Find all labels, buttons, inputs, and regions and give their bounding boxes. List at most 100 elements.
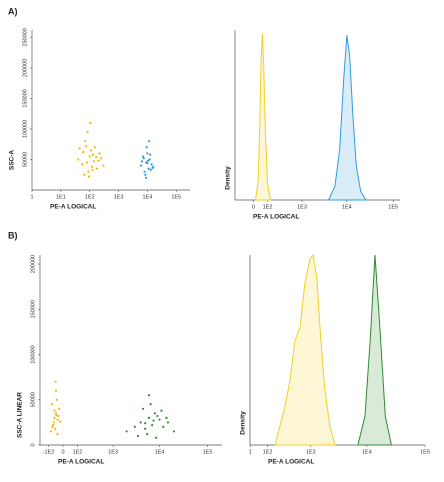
point	[86, 130, 89, 134]
density-curve	[274, 253, 336, 446]
point	[97, 159, 100, 162]
point	[91, 168, 94, 171]
x-axis-label: PE-A LOGICAL	[58, 459, 104, 466]
point	[54, 380, 57, 383]
x-tick-label: 1E3	[108, 449, 118, 455]
point	[151, 166, 154, 170]
point	[144, 173, 147, 176]
point	[53, 409, 56, 412]
y-axis-label: Density	[240, 411, 247, 435]
point	[95, 167, 99, 170]
point	[58, 420, 62, 423]
point	[153, 412, 157, 415]
point	[165, 416, 168, 419]
x-tick-label: 1E5	[388, 204, 398, 210]
x-tick-label: 1E3	[306, 449, 316, 455]
point	[81, 163, 84, 166]
y-tick-label: 50000	[30, 392, 36, 407]
point	[91, 153, 95, 156]
point	[156, 414, 159, 418]
point	[56, 418, 59, 421]
x-tick-label: 1E3	[114, 194, 124, 200]
point	[85, 161, 88, 164]
point	[146, 162, 149, 165]
point	[49, 430, 52, 433]
x-tick-label: 1E4	[155, 449, 165, 455]
y-tick-label: 100000	[30, 345, 36, 363]
point	[142, 157, 145, 160]
point	[144, 422, 147, 425]
x-tick-label: 0	[61, 449, 64, 455]
point	[54, 427, 57, 430]
x-tick-label: 1E5	[420, 449, 430, 455]
point	[58, 407, 61, 410]
x-tick-label: 1E4	[362, 449, 372, 455]
y-tick-label: 100000	[22, 120, 28, 138]
point	[162, 425, 165, 429]
point	[136, 434, 140, 438]
point	[89, 149, 92, 152]
x-tick-label: 1E3	[297, 204, 307, 210]
point	[87, 170, 90, 173]
y-tick-label: 50000	[22, 152, 28, 167]
x-tick-label: 1E2	[73, 449, 83, 455]
point	[158, 418, 161, 421]
x-axis-label: PE-A LOGICAL	[253, 214, 299, 221]
point	[155, 436, 158, 439]
point	[148, 140, 151, 143]
x-axis-label: PE-A LOGICAL	[268, 459, 314, 466]
point	[77, 158, 80, 161]
point	[84, 140, 87, 143]
point	[146, 433, 149, 436]
point	[83, 173, 86, 176]
point	[78, 147, 81, 150]
x-tick-label: 1E2	[85, 194, 95, 200]
point	[52, 421, 55, 424]
point	[166, 421, 170, 424]
x-tick-label: -1E2	[43, 449, 55, 455]
point	[143, 170, 146, 173]
panel-label: B)	[8, 230, 18, 240]
y-axis-label: Density	[225, 166, 232, 190]
y-tick-label: 150000	[22, 89, 28, 107]
point	[102, 164, 105, 167]
y-axis-label: SSC-A	[9, 150, 16, 171]
x-tick-label: 1E5	[203, 449, 213, 455]
point	[92, 160, 96, 163]
y-tick-label: 200000	[22, 59, 28, 77]
point	[149, 168, 152, 171]
point	[144, 176, 148, 179]
point	[100, 157, 103, 160]
point	[88, 155, 91, 158]
point	[95, 155, 98, 159]
point	[139, 164, 143, 167]
point	[145, 146, 148, 149]
density-curve	[254, 33, 271, 201]
point	[147, 394, 151, 397]
point	[52, 423, 55, 427]
point	[55, 414, 58, 417]
point	[90, 165, 94, 168]
point	[84, 144, 88, 148]
point	[82, 151, 85, 154]
point	[57, 414, 60, 418]
y-tick-label: 250000	[22, 28, 28, 46]
point	[139, 421, 142, 424]
point	[147, 167, 150, 170]
point	[172, 430, 176, 433]
point	[51, 425, 54, 429]
x-tick-label: 1E4	[142, 194, 152, 200]
point	[150, 163, 153, 166]
density-curve	[357, 254, 393, 446]
density-curve	[327, 35, 367, 201]
point	[55, 398, 58, 401]
point	[56, 433, 59, 436]
point	[87, 175, 91, 178]
point	[89, 121, 92, 124]
point	[144, 427, 147, 430]
x-axis-label: PE-A LOGICAL	[50, 204, 96, 211]
y-tick-label: 200000	[30, 255, 36, 273]
x-tick-label: 1E1	[56, 194, 66, 200]
point	[140, 160, 144, 163]
